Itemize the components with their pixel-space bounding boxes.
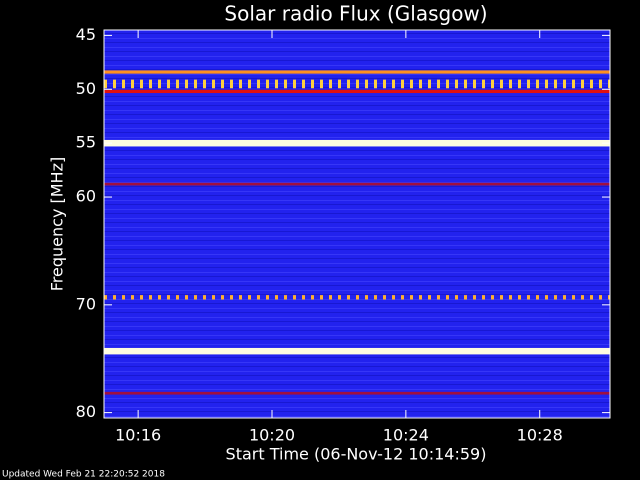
y-tick-label: 80	[76, 402, 96, 421]
x-tick-label: 10:24	[383, 426, 429, 445]
chart-title: Solar radio Flux (Glasgow)	[224, 2, 487, 26]
y-axis-label: Frequency [MHz]	[48, 157, 67, 291]
plot-area	[104, 30, 610, 418]
emission-band	[104, 70, 610, 74]
x-tick-label: 10:20	[249, 426, 295, 445]
x-axis-label: Start Time (06-Nov-12 10:14:59)	[226, 445, 487, 464]
y-tick-label: 45	[76, 25, 96, 44]
emission-band	[104, 347, 610, 355]
y-tick-label: 70	[76, 294, 96, 313]
x-tick-label: 10:16	[115, 426, 161, 445]
emission-band	[104, 182, 610, 186]
y-tick-label: 60	[76, 187, 96, 206]
footer: Updated Wed Feb 21 22:20:52 2018	[2, 470, 165, 480]
y-tick-label: 50	[76, 79, 96, 98]
x-tick-label: 10:28	[517, 426, 563, 445]
emission-band	[104, 391, 610, 395]
emission-band	[104, 89, 610, 94]
emission-band	[104, 139, 610, 147]
y-tick-label: 55	[76, 133, 96, 152]
plot-frame	[103, 29, 611, 419]
